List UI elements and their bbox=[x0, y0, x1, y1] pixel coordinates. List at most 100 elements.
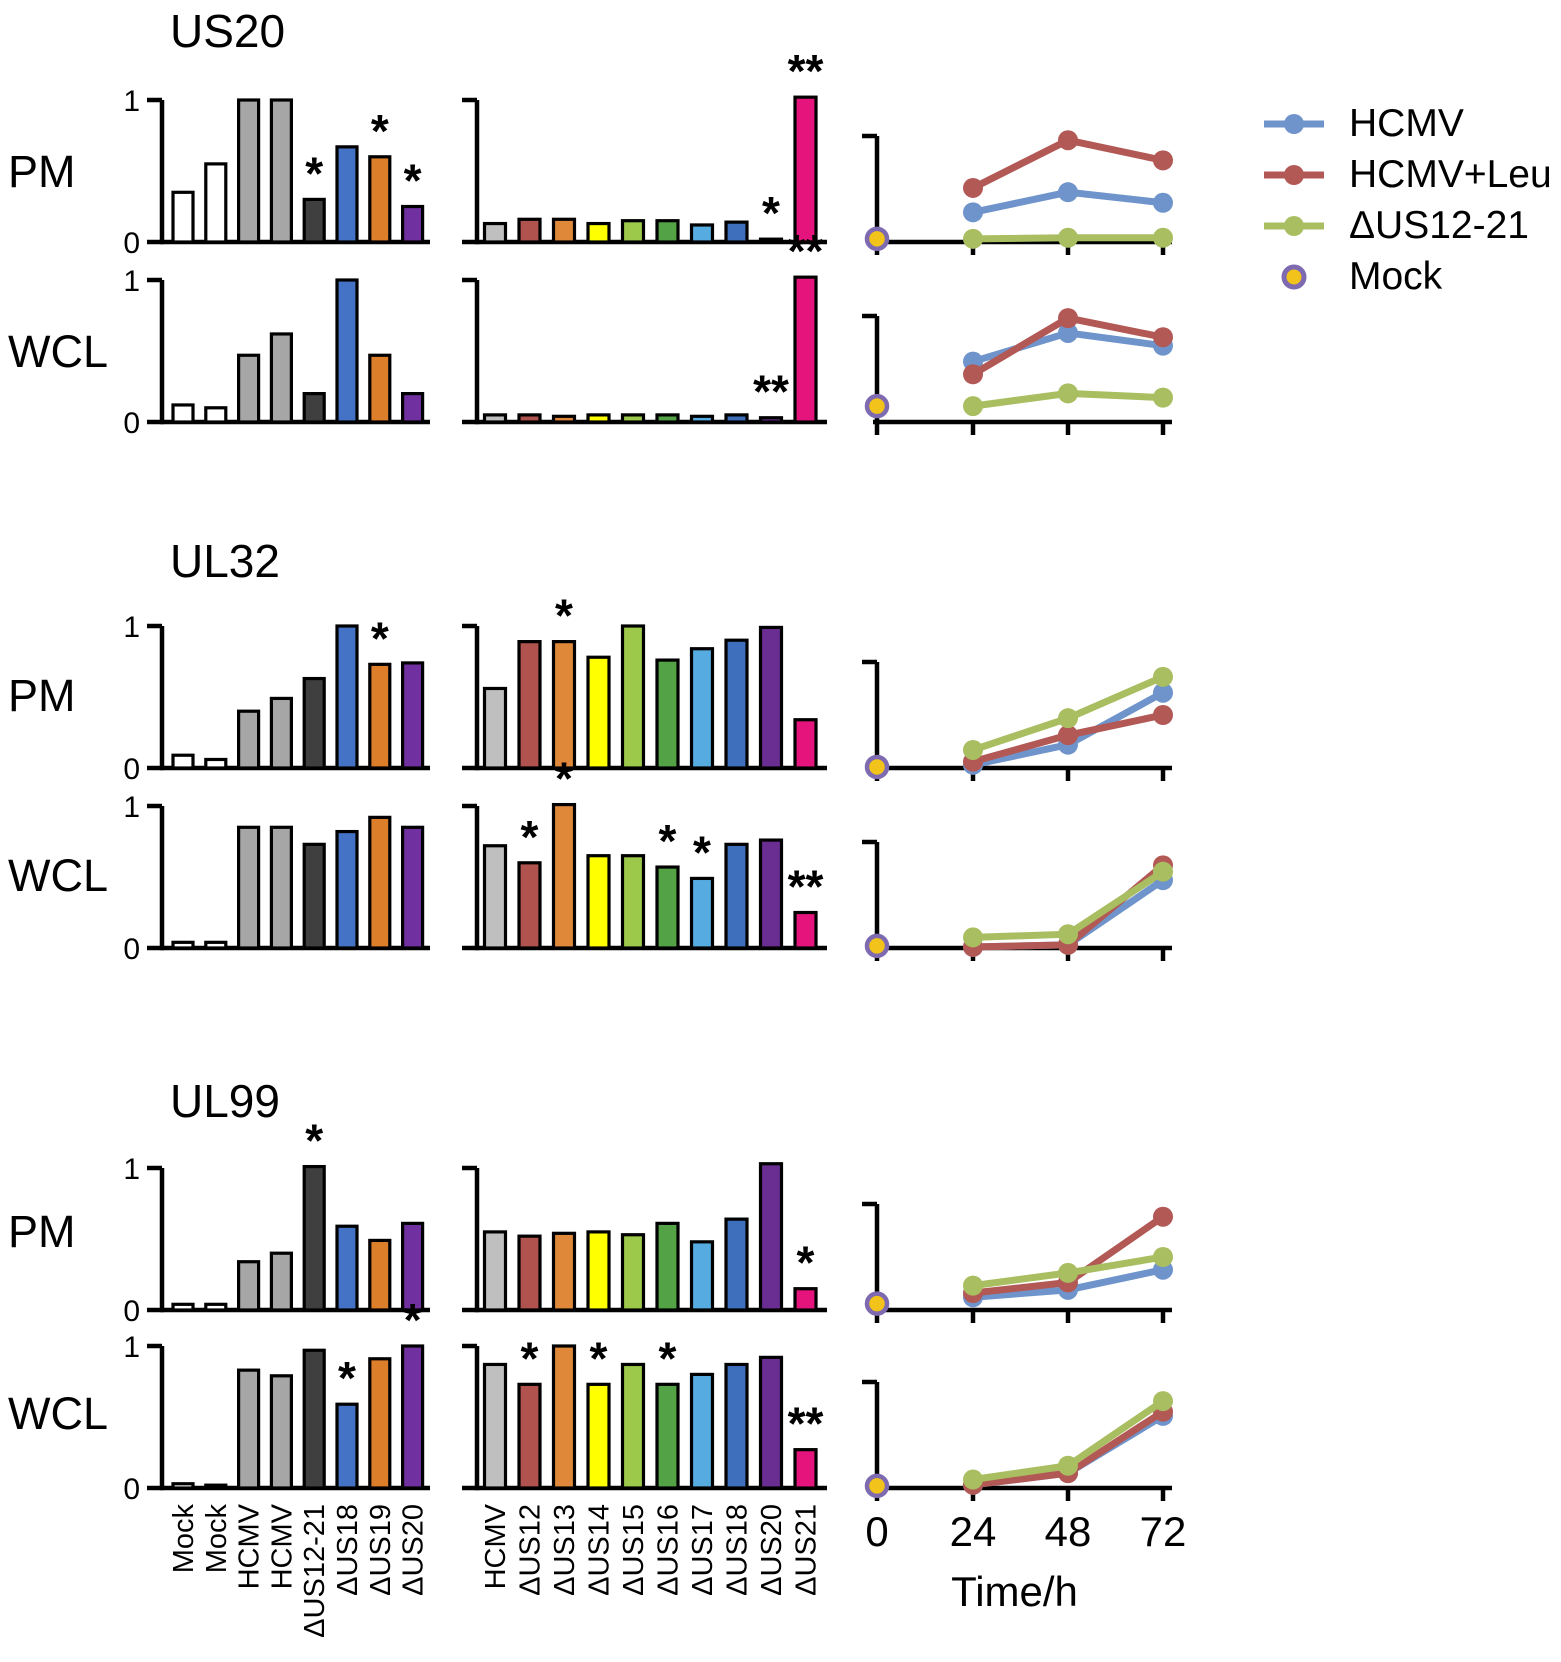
y-tick-label-0: 0 bbox=[123, 1295, 140, 1328]
bar-HCMV bbox=[237, 709, 261, 770]
ul99-wcl-left-bar-chart: * * 1 0 Mock Mock HCMV HCMV ΔUS12-21 ΔUS18 ΔUS19 ΔU… bbox=[95, 1294, 445, 1662]
bar-ΔUS15 bbox=[620, 1233, 646, 1312]
x-category-label: ΔUS21 bbox=[791, 1504, 823, 1596]
bar-ΔUS18 bbox=[724, 413, 749, 424]
significance-marker: * bbox=[371, 612, 389, 664]
bar-ΔUS18 bbox=[724, 638, 749, 770]
hcmv-leu-line-marker-icon bbox=[1264, 164, 1324, 185]
series-point-ΔUS12-21 bbox=[1058, 924, 1078, 945]
bar-Mock bbox=[204, 1302, 228, 1312]
us20-pm-line-svg bbox=[862, 130, 1173, 255]
bar-HCMV bbox=[482, 1230, 508, 1312]
ul32-wcl-line-chart bbox=[830, 760, 1195, 975]
bar-Mock bbox=[171, 1482, 195, 1490]
legend-ring-dot bbox=[1281, 264, 1307, 289]
bar-ΔUS20 bbox=[401, 825, 425, 950]
bar-ΔUS13 bbox=[551, 414, 577, 424]
bar-ΔUS17 bbox=[689, 647, 715, 770]
bar-HCMV bbox=[269, 1374, 293, 1490]
bar-ΔUS12 bbox=[517, 1382, 542, 1490]
bar-ΔUS18 bbox=[335, 1224, 359, 1312]
us20-pm-line-chart bbox=[830, 54, 1195, 269]
legend-label-dus12-21: ΔUS12-21 bbox=[1349, 203, 1529, 247]
series-point-ΔUS12-21 bbox=[963, 927, 983, 948]
bar-ΔUS14 bbox=[586, 413, 611, 424]
bar-ΔUS12-21 bbox=[302, 197, 326, 244]
series-point-HCMV+Leu bbox=[1058, 725, 1078, 746]
bar-ΔUS20 bbox=[758, 625, 784, 770]
series-point-HCMV bbox=[1153, 682, 1173, 703]
ul99-pm-mid-svg: * bbox=[462, 1162, 827, 1313]
bar-HCMV bbox=[482, 844, 508, 950]
bar-HCMV bbox=[237, 353, 261, 424]
significance-marker: * bbox=[305, 147, 323, 199]
bar-Mock bbox=[204, 406, 228, 424]
x-tick-label: 24 bbox=[950, 1508, 997, 1555]
bar-ΔUS20 bbox=[758, 237, 784, 244]
section-title-ul32: UL32 bbox=[170, 535, 280, 587]
significance-marker: * bbox=[659, 1332, 677, 1384]
legend: HCMV HCMV+Leu ΔUS12-21 Mock bbox=[1262, 98, 1552, 302]
significance-marker: * bbox=[521, 811, 539, 863]
bar-ΔUS21 bbox=[793, 95, 818, 244]
bar-HCMV bbox=[269, 98, 293, 244]
bar-ΔUS12 bbox=[517, 640, 542, 770]
mock-point bbox=[864, 933, 890, 959]
significance-marker: * bbox=[555, 753, 573, 805]
bar-ΔUS19 bbox=[368, 1238, 392, 1312]
legend-dot bbox=[1284, 113, 1304, 134]
bar-ΔUS21 bbox=[793, 1448, 818, 1490]
series-point-HCMV+Leu bbox=[1153, 150, 1173, 171]
x-category-label: Mock bbox=[168, 1504, 200, 1574]
x-category-label: ΔUS12 bbox=[515, 1504, 547, 1596]
bar-Mock bbox=[171, 753, 195, 770]
ul99-pm-left-bar-chart: * 1 0 bbox=[95, 1115, 445, 1337]
bar-ΔUS18 bbox=[335, 1402, 359, 1490]
bar-ΔUS13 bbox=[551, 1344, 577, 1490]
ul32-pm-left-bar-chart: * 1 0 bbox=[95, 580, 445, 795]
bar-ΔUS20 bbox=[401, 1221, 425, 1312]
bar-HCMV bbox=[237, 98, 261, 244]
significance-marker: * bbox=[590, 1332, 608, 1384]
x-category-label: ΔUS19 bbox=[365, 1504, 397, 1596]
bar-ΔUS17 bbox=[689, 414, 715, 424]
x-category-label: ΔUS12-21 bbox=[299, 1504, 331, 1638]
bar-ΔUS14 bbox=[586, 1382, 611, 1490]
bar-HCMV bbox=[237, 1260, 261, 1312]
ul99-wcl-mid-bar-chart: * * * ** HCMV ΔUS12 ΔUS13 ΔUS14 ΔUS15 ΔUS16 ΔUS17 Δ… bbox=[432, 1300, 832, 1662]
significance-marker: * bbox=[338, 1352, 356, 1404]
legend-label-hcmv: HCMV bbox=[1349, 101, 1464, 145]
legend-item-hcmv-leu: HCMV+Leu bbox=[1262, 149, 1552, 200]
series-point-ΔUS12-21 bbox=[963, 1275, 983, 1296]
series-point-HCMV+Leu bbox=[1153, 1206, 1173, 1227]
hcmv-line-marker-icon bbox=[1264, 113, 1324, 134]
x-category-label: ΔUS18 bbox=[722, 1504, 754, 1596]
bar-ΔUS21 bbox=[793, 718, 818, 770]
bar-ΔUS15 bbox=[620, 624, 646, 770]
legend-item-dus12-21: ΔUS12-21 bbox=[1262, 200, 1552, 251]
bar-HCMV bbox=[482, 221, 508, 244]
x-category-label: ΔUS18 bbox=[332, 1504, 364, 1596]
bar-ΔUS16 bbox=[655, 658, 680, 770]
bar-ΔUS12-21 bbox=[302, 842, 326, 950]
bar-ΔUS14 bbox=[586, 1230, 611, 1312]
ul32-wcl-mid-bar-chart: * * * * ** bbox=[432, 753, 832, 975]
bar-HCMV bbox=[269, 825, 293, 950]
row-label-ul99-wcl: WCL bbox=[8, 1388, 108, 1439]
row-label-ul99-pm: PM bbox=[8, 1206, 76, 1257]
section-title-ul99: UL99 bbox=[170, 1075, 280, 1127]
significance-marker: * bbox=[404, 155, 422, 207]
legend-label-hcmv-leu: HCMV+Leu bbox=[1349, 152, 1552, 196]
series-point-ΔUS12-21 bbox=[1153, 1391, 1173, 1412]
bar-ΔUS19 bbox=[368, 815, 392, 950]
dus12-21-line-marker-icon bbox=[1264, 215, 1324, 236]
x-category-label: Mock bbox=[201, 1504, 233, 1574]
x-category-label: ΔUS20 bbox=[756, 1504, 788, 1596]
bar-ΔUS14 bbox=[586, 221, 611, 244]
ul99-pm-mid-bar-chart: * bbox=[432, 1122, 832, 1337]
bar-ΔUS18 bbox=[724, 1217, 749, 1312]
section-title-us20: US20 bbox=[170, 5, 286, 57]
us20-pm-left-svg: * * * 1 0 bbox=[123, 85, 430, 260]
bar-HCMV bbox=[269, 1251, 293, 1312]
mock-point bbox=[864, 226, 890, 252]
